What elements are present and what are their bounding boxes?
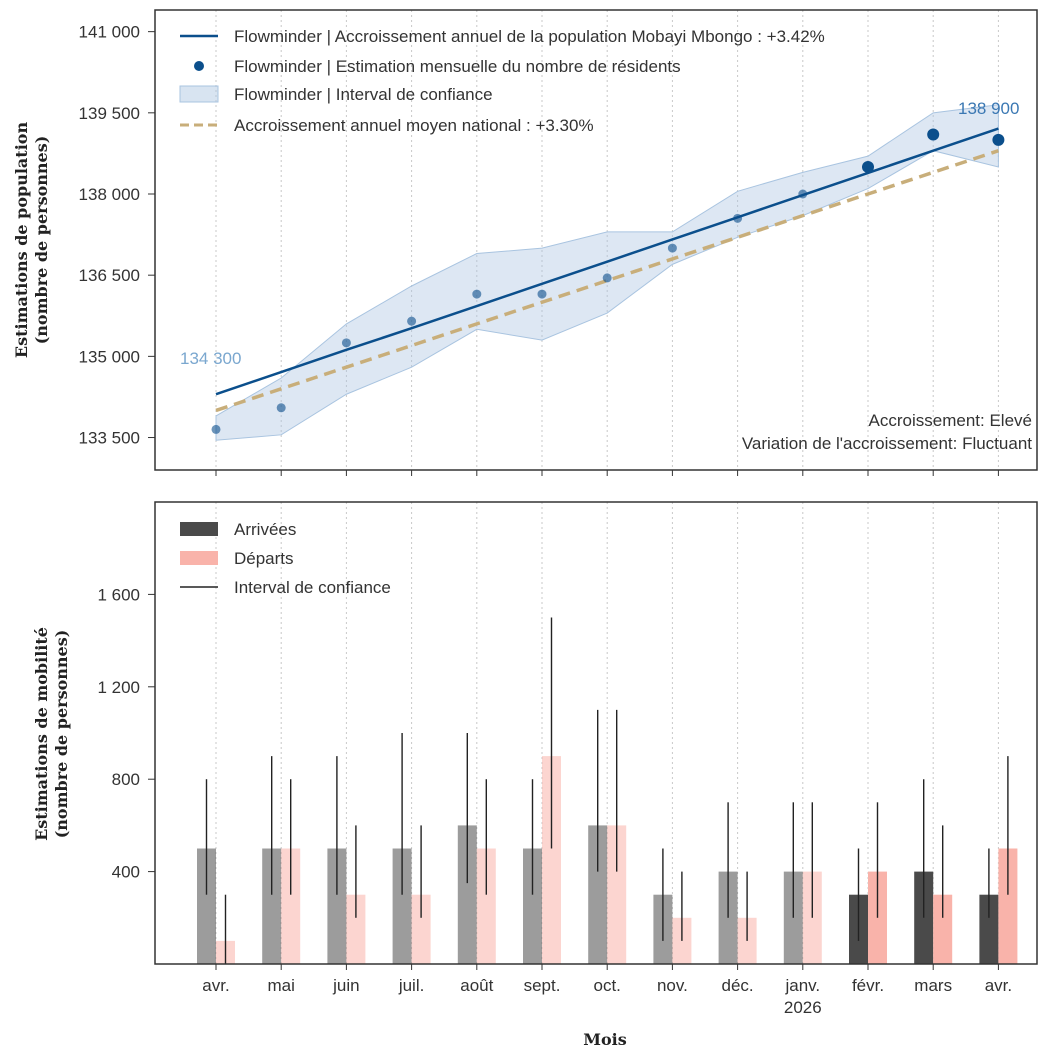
- departures-bar: [933, 894, 953, 964]
- monthly-estimate-point: [927, 128, 940, 141]
- legend-national-label: Accroissement annuel moyen national : +3…: [234, 116, 594, 135]
- departures-bar: [346, 894, 366, 964]
- monthly-estimate-point: [276, 403, 286, 413]
- population-y-tick-label: 141 000: [79, 23, 140, 42]
- arrivals-bar: [327, 848, 347, 964]
- month-tick-label: mars: [914, 976, 952, 995]
- confidence-band-area: [215, 104, 999, 441]
- population-y-tick-label: 135 000: [79, 347, 140, 366]
- arrivals-bar: [392, 848, 412, 964]
- population-points: [211, 128, 1005, 434]
- population-y-ticks: 133 500 135 000 136 500 138 000 139 500 141 0…: [79, 23, 155, 448]
- mobility-y-tick-label: 1 200: [97, 678, 140, 697]
- month-tick-label: juin: [332, 976, 359, 995]
- month-tick-label: févr.: [852, 976, 884, 995]
- month-tick-label: août: [460, 976, 493, 995]
- population-plot-frame: [154, 9, 1038, 471]
- arrivals-bar: [588, 825, 608, 964]
- mobility-y-axis-subtitle: (nombre de personnes): [52, 630, 71, 839]
- departures-bar: [542, 756, 561, 964]
- departures-bar: [607, 825, 627, 964]
- legend-points-swatch: [194, 61, 204, 71]
- legend-band-swatch: [179, 85, 219, 103]
- legend-trend-label: Flowminder | Accroissement annuel de la …: [234, 27, 825, 46]
- monthly-estimate-point: [862, 160, 874, 173]
- arrivals-bar: [979, 894, 999, 964]
- local-growth-line: [215, 127, 999, 396]
- mobility-y-axis-title: Estimations de mobilité: [32, 627, 51, 841]
- month-tick-label: nov.: [657, 976, 688, 995]
- month-x-ticks: avr. mai juin juil. août sept. oct. nov. déc. jan…: [202, 964, 1012, 1017]
- x-axis-title: Mois: [583, 1030, 626, 1049]
- legend-arrivals-label: Arrivées: [234, 520, 296, 539]
- population-y-axis-subtitle: (nombre de personnes): [32, 136, 51, 345]
- population-gridlines: [215, 10, 999, 476]
- confidence-band: [215, 104, 999, 441]
- month-tick-label: avr.: [202, 976, 229, 995]
- mobility-y-tick-label: 1 600: [97, 585, 140, 604]
- population-panel: 133 500 135 000 136 500 138 000 139 500 141 0…: [12, 9, 1038, 476]
- mobility-confidence-lines: [205, 617, 1009, 964]
- growth-variation-annotation: Variation de l'accroissement: Fluctuant: [742, 434, 1032, 453]
- legend-arrivals-swatch: [180, 522, 218, 536]
- population-y-tick-label: 133 500: [79, 429, 140, 448]
- month-tick-label: avr.: [985, 976, 1012, 995]
- mobility-y-tick-label: 400: [112, 863, 140, 882]
- month-tick-label: déc.: [722, 976, 754, 995]
- departures-bar: [411, 894, 431, 964]
- population-y-tick-label: 138 000: [79, 185, 140, 204]
- end-value-label: 138 900: [958, 99, 1019, 118]
- month-tick-label: mai: [267, 976, 294, 995]
- monthly-estimate-point: [992, 133, 1005, 146]
- month-tick-label: sept.: [524, 976, 561, 995]
- population-legend: Flowminder | Accroissement annuel de la …: [179, 27, 825, 135]
- month-tick-label: oct.: [593, 976, 620, 995]
- legend-ci-label: Interval de confiance: [234, 578, 391, 597]
- population-y-tick-label: 139 500: [79, 104, 140, 123]
- arrivals-bar: [523, 848, 542, 964]
- mobility-bars: [197, 756, 1018, 964]
- population-y-axis-title: Estimations de population: [12, 122, 31, 359]
- legend-departures-swatch: [180, 551, 218, 565]
- departures-bar: [998, 848, 1018, 964]
- legend-departures-label: Départs: [234, 549, 294, 568]
- mobility-y-ticks: 400 800 1 200 1 600: [97, 585, 155, 882]
- monthly-estimate-point: [733, 213, 743, 223]
- arrivals-bar: [197, 848, 216, 964]
- arrivals-bar: [457, 825, 477, 964]
- departures-bar: [476, 848, 496, 964]
- monthly-estimate-point: [211, 424, 221, 434]
- national-growth-line: [215, 149, 999, 413]
- mobility-y-tick-label: 800: [112, 770, 140, 789]
- mobility-plot-frame: [154, 501, 1038, 965]
- population-y-tick-label: 136 500: [79, 266, 140, 285]
- monthly-estimate-point: [407, 316, 417, 326]
- arrivals-bar: [262, 848, 282, 964]
- start-value-label: 134 300: [180, 349, 241, 368]
- departures-bar: [281, 848, 301, 964]
- monthly-estimate-point: [667, 243, 677, 253]
- mobility-legend: Arrivées Départs Interval de confiance: [180, 520, 391, 597]
- month-tick-label: janv.: [784, 976, 820, 995]
- monthly-estimate-point: [537, 289, 547, 299]
- monthly-estimate-point: [472, 289, 482, 299]
- monthly-estimate-point: [341, 338, 351, 348]
- growth-annotation: Accroissement: Elevé: [869, 411, 1032, 430]
- legend-band-label: Flowminder | Interval de confiance: [234, 85, 493, 104]
- legend-points-label: Flowminder | Estimation mensuelle du nom…: [234, 57, 681, 76]
- monthly-estimate-point: [798, 189, 808, 199]
- mobility-panel: 400 800 1 200 1 600 avr. mai juin juil. août sep…: [32, 501, 1038, 1049]
- monthly-estimate-point: [602, 273, 612, 283]
- month-tick-label: 2026: [784, 998, 822, 1017]
- month-tick-label: juil.: [398, 976, 425, 995]
